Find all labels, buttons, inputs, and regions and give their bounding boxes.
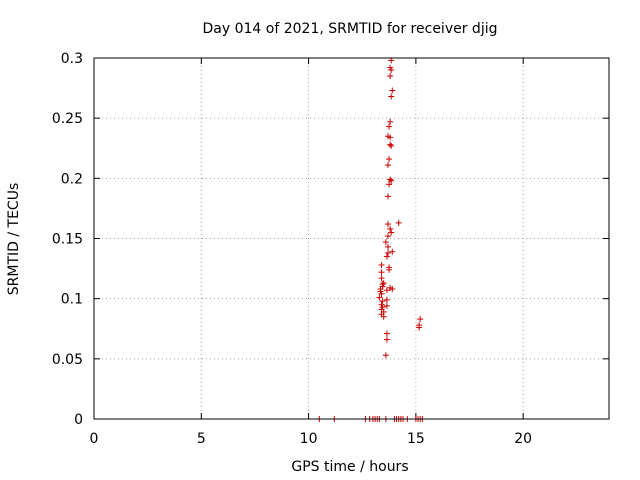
data-point bbox=[383, 253, 390, 260]
data-point bbox=[384, 193, 391, 200]
x-tick-label: 15 bbox=[407, 431, 425, 447]
data-point bbox=[386, 156, 393, 163]
data-point bbox=[386, 181, 393, 188]
data-point bbox=[389, 87, 396, 94]
y-tick-label: 0.05 bbox=[52, 352, 83, 368]
x-tick-label: 20 bbox=[514, 431, 532, 447]
data-point bbox=[378, 275, 385, 282]
data-point bbox=[380, 313, 387, 320]
data-point bbox=[389, 248, 396, 255]
data-point bbox=[382, 239, 389, 246]
data-point bbox=[417, 316, 424, 323]
data-point bbox=[384, 249, 391, 256]
data-point bbox=[387, 225, 394, 232]
x-tick-label: 5 bbox=[197, 431, 206, 447]
data-point bbox=[388, 229, 395, 236]
y-tick-label: 0.2 bbox=[61, 171, 83, 187]
data-point bbox=[384, 221, 391, 228]
data-point bbox=[387, 64, 394, 71]
data-point bbox=[378, 269, 385, 276]
y-tick-label: 0.15 bbox=[52, 232, 83, 248]
data-point bbox=[387, 141, 394, 148]
data-point bbox=[388, 177, 395, 184]
data-point bbox=[387, 176, 394, 183]
data-point bbox=[386, 266, 393, 273]
grid bbox=[94, 58, 609, 419]
x-axis-label: GPS time / hours bbox=[291, 459, 408, 475]
data-point bbox=[387, 73, 394, 80]
data-point bbox=[383, 302, 390, 309]
y-tick-label: 0.3 bbox=[61, 51, 83, 67]
data-point bbox=[376, 294, 383, 301]
x-tick-label: 0 bbox=[90, 431, 99, 447]
data-point bbox=[378, 261, 385, 268]
x-tick-label: 10 bbox=[300, 431, 318, 447]
y-tick-label: 0.25 bbox=[52, 111, 83, 127]
data-point bbox=[379, 298, 386, 305]
data-point bbox=[380, 280, 387, 287]
y-axis-label: SRMTID / TECUs bbox=[6, 183, 22, 296]
data-point bbox=[386, 123, 393, 130]
data-point bbox=[379, 283, 386, 290]
data-point bbox=[383, 296, 390, 303]
data-point bbox=[382, 352, 389, 359]
data-point bbox=[378, 290, 385, 297]
data-point bbox=[387, 134, 394, 141]
y-tick-label: 0.1 bbox=[61, 292, 83, 308]
chart-title: Day 014 of 2021, SRMTID for receiver dji… bbox=[203, 21, 498, 37]
data-point bbox=[389, 286, 396, 293]
data-point bbox=[387, 118, 394, 125]
data-point bbox=[388, 142, 395, 149]
plot-border bbox=[93, 57, 610, 420]
data-point bbox=[383, 336, 390, 343]
data-point bbox=[395, 219, 402, 226]
data-point bbox=[383, 287, 390, 294]
data-point bbox=[384, 162, 391, 169]
data-point bbox=[388, 93, 395, 100]
data-point bbox=[384, 243, 391, 250]
data-point bbox=[416, 324, 423, 331]
y-tick-label: 0 bbox=[74, 412, 83, 428]
data-point bbox=[383, 330, 390, 337]
data-point bbox=[384, 233, 391, 240]
